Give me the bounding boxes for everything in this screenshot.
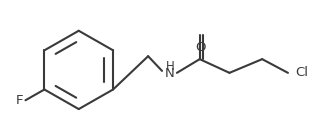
- Text: F: F: [16, 94, 23, 107]
- Text: Cl: Cl: [295, 66, 308, 79]
- Text: O: O: [195, 41, 206, 54]
- Text: N: N: [165, 67, 175, 80]
- Text: H: H: [166, 60, 174, 74]
